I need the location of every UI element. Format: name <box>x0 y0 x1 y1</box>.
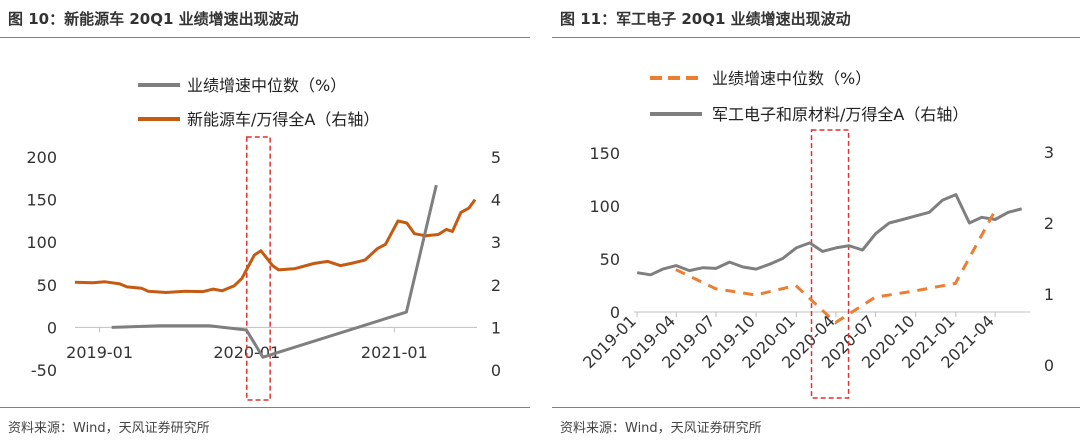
source-rule <box>552 407 1080 408</box>
title-rule <box>552 37 1080 38</box>
highlight-box <box>810 129 850 399</box>
y-right-tick-label: 1 <box>1044 285 1054 304</box>
chart-svg-right: 15010050032102019-012019-042019-072019-1… <box>579 69 1054 399</box>
series-line-ratio <box>636 193 1023 277</box>
y-right-tick-label: 2 <box>491 276 501 295</box>
y-left-tick-label: 100 <box>26 233 57 252</box>
x-tick-label: 2019-01 <box>66 343 133 362</box>
y-left-tick-label: 0 <box>47 318 57 337</box>
source-rule <box>0 407 530 408</box>
x-tick-label: 2021-01 <box>361 343 428 362</box>
y-left-tick-label: 200 <box>26 148 57 167</box>
y-left-tick-label: 0 <box>610 303 620 322</box>
y-right-tick-label: 2 <box>1044 214 1054 233</box>
y-right-tick-label: 5 <box>491 148 501 167</box>
series-line-growth <box>111 184 438 359</box>
series-line-ratio <box>74 198 477 294</box>
y-left-tick-label: 150 <box>26 191 57 210</box>
y-right-tick-label: 0 <box>491 361 501 380</box>
legend-label-growth: 业绩增速中位数（%） <box>712 69 871 88</box>
chart-panel-left: 图 10：新能源车 20Q1 业绩增速出现波动 200 150 100 50 0 -50 5… <box>0 0 530 446</box>
legend-label-ratio: 新能源车/万得全A（右轴） <box>187 110 379 129</box>
chart-panel-right: 图 11：军工电子 20Q1 业绩增速出现波动 150 100 50 0 3 2 1 0 201… <box>552 0 1080 446</box>
y-right-tick-label: 4 <box>491 191 501 210</box>
figure-title: 图 10：新能源车 20Q1 业绩增速出现波动 <box>8 10 299 28</box>
y-left-tick-label: 50 <box>37 276 57 295</box>
y-left-tick-label: 100 <box>589 197 620 216</box>
title-rule <box>0 37 530 38</box>
y-left-tick-label: 150 <box>589 144 620 163</box>
y-right-tick-label: 3 <box>491 233 501 252</box>
y-left-tick-label: 50 <box>600 250 620 269</box>
y-right-tick-label: 3 <box>1044 143 1054 162</box>
legend-label-ratio: 军工电子和原材料/万得全A（右轴） <box>712 105 968 124</box>
y-right-tick-label: 1 <box>491 318 501 337</box>
y-right-tick-label: 0 <box>1044 356 1054 375</box>
series-line-growth <box>675 210 997 325</box>
source-note: 资料来源：Wind，天风证券研究所 <box>8 421 210 436</box>
legend-label-growth: 业绩增速中位数（%） <box>187 76 346 95</box>
source-note: 资料来源：Wind，天风证券研究所 <box>560 421 762 436</box>
figure-title: 图 11：军工电子 20Q1 业绩增速出现波动 <box>560 10 851 28</box>
y-left-tick-label: -50 <box>31 361 57 380</box>
